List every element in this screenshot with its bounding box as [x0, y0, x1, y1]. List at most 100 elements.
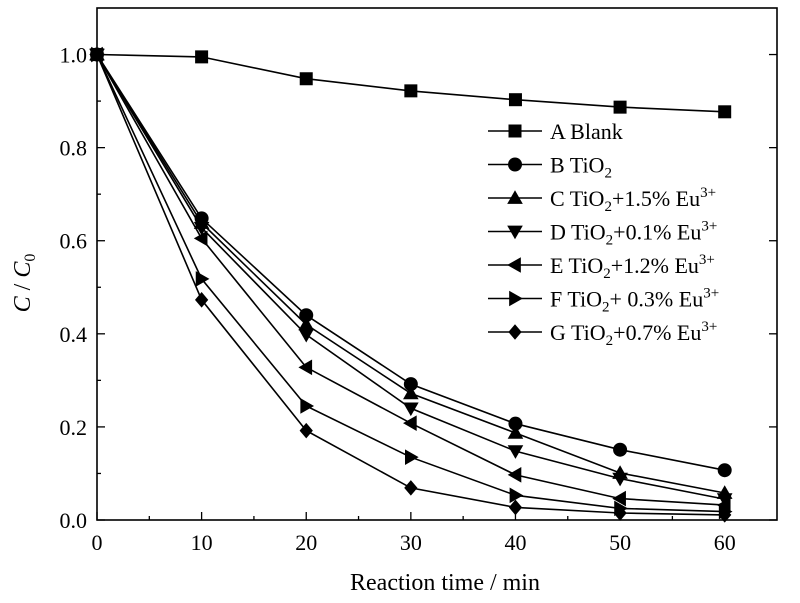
legend-label: B TiO2: [550, 153, 612, 182]
legend-label-rest: +1.2% Eu: [611, 253, 699, 278]
data-point: [508, 499, 523, 516]
legend-label: E TiO2+1.2% Eu3+: [550, 252, 715, 282]
data-point: [404, 84, 418, 98]
series-line: [96, 54, 725, 506]
legend-label-rest: + 0.3% Eu: [610, 287, 704, 312]
series-a: [90, 48, 732, 119]
data-point: [299, 72, 313, 86]
data-point: [612, 472, 628, 487]
legend-marker: [507, 190, 523, 204]
y-tick-label: 0.2: [60, 415, 88, 440]
data-point: [195, 271, 210, 287]
legend-label-subscript: 2: [604, 166, 612, 182]
data-point: [718, 507, 732, 523]
data-point: [298, 359, 313, 376]
legend-label-subscript: 2: [606, 233, 614, 249]
data-point: [194, 292, 209, 308]
y-tick-label: 0.8: [60, 136, 88, 161]
legend-label: D TiO2+0.1% Eu3+: [550, 219, 717, 249]
data-point: [299, 422, 313, 439]
legend-label-superscript: 3+: [701, 319, 717, 335]
data-point: [718, 105, 732, 119]
legend-marker: [508, 324, 522, 340]
data-point: [613, 505, 627, 521]
legend-label-rest: +1.5% Eu: [612, 186, 700, 211]
y-tick-label: 1.0: [60, 43, 88, 68]
x-tick-label: 50: [609, 530, 631, 555]
data-point: [404, 480, 418, 496]
x-tick-label: 10: [191, 530, 213, 555]
legend-label-subscript: 2: [602, 300, 610, 316]
data-point: [507, 467, 522, 483]
series-line: [96, 54, 725, 513]
legend-label-superscript: 3+: [701, 219, 717, 235]
y-axis-title-c: C: [10, 295, 36, 312]
data-point: [298, 316, 315, 331]
legend-label-rest: +0.7% Eu: [613, 320, 701, 345]
series-layer: [89, 46, 733, 523]
y-axis-title-subscript: 0: [22, 254, 39, 262]
data-point: [612, 490, 626, 507]
legend-label: G TiO2+0.7% Eu3+: [550, 319, 717, 349]
axes: 0 10 20 30 40 50 60 0.0 0.2 0.4 0.6 0.8 1.0: [60, 7, 778, 555]
x-tick-label: 40: [504, 530, 526, 555]
legend-label-subscript: 2: [604, 199, 612, 215]
legend-marker: [507, 257, 521, 273]
legend-label-superscript: 3+: [703, 286, 719, 302]
data-point: [90, 46, 104, 63]
y-tick-label: 0.0: [60, 508, 88, 533]
legend-label: F TiO2+ 0.3% Eu3+: [550, 286, 719, 316]
series-g: [90, 46, 732, 523]
legend-item: E TiO2+1.2% Eu3+: [488, 252, 715, 282]
data-point: [404, 449, 419, 465]
data-point: [403, 402, 419, 417]
x-axis-title: Reaction time / min: [350, 570, 540, 596]
x-tick-label: 20: [295, 530, 317, 555]
data-point: [508, 93, 522, 107]
legend-item: B TiO2: [488, 153, 612, 182]
data-point: [193, 221, 210, 236]
data-point: [613, 442, 628, 457]
legend-label-subscript: 2: [603, 266, 611, 282]
series-line: [96, 54, 725, 516]
x-tick-label: 30: [400, 530, 422, 555]
legend-marker: [508, 124, 522, 138]
legend-label-main: A Blank: [550, 119, 623, 144]
legend-label-main: D TiO: [550, 220, 606, 245]
legend-label-main: B TiO: [550, 153, 604, 178]
data-point: [298, 328, 315, 343]
legend-label-rest: +0.1% Eu: [613, 220, 701, 245]
legend-label-main: F TiO: [550, 287, 602, 312]
x-tick-label: 60: [714, 530, 736, 555]
data-point: [300, 398, 315, 414]
legend-item: D TiO2+0.1% Eu3+: [488, 219, 717, 249]
legend-label-main: G TiO: [550, 320, 606, 345]
data-point: [613, 100, 627, 114]
plot-frame: [96, 7, 778, 521]
data-point: [195, 50, 209, 64]
legend-marker: [509, 290, 523, 307]
y-tick-label: 0.6: [60, 229, 88, 254]
legend-label-main: C TiO: [550, 186, 604, 211]
legend-item: G TiO2+0.7% Eu3+: [488, 319, 717, 349]
series-line: [96, 53, 725, 113]
legend-item: A Blank: [488, 119, 623, 144]
series-e: [89, 46, 731, 513]
legend-label-superscript: 3+: [699, 252, 715, 268]
data-point: [403, 385, 419, 400]
legend-label: C TiO2+1.5% Eu3+: [550, 185, 716, 215]
data-point: [507, 425, 524, 439]
y-tick-label: 0.4: [60, 322, 88, 347]
data-point: [508, 416, 523, 431]
series-d: [89, 48, 733, 507]
legend-marker: [507, 225, 523, 240]
x-tick-label: 0: [92, 530, 103, 555]
series-f: [91, 46, 733, 520]
data-point: [509, 487, 524, 504]
legend-label: A Blank: [550, 119, 623, 144]
data-point: [507, 445, 524, 459]
legend-marker: [508, 157, 522, 172]
data-point: [193, 230, 208, 247]
